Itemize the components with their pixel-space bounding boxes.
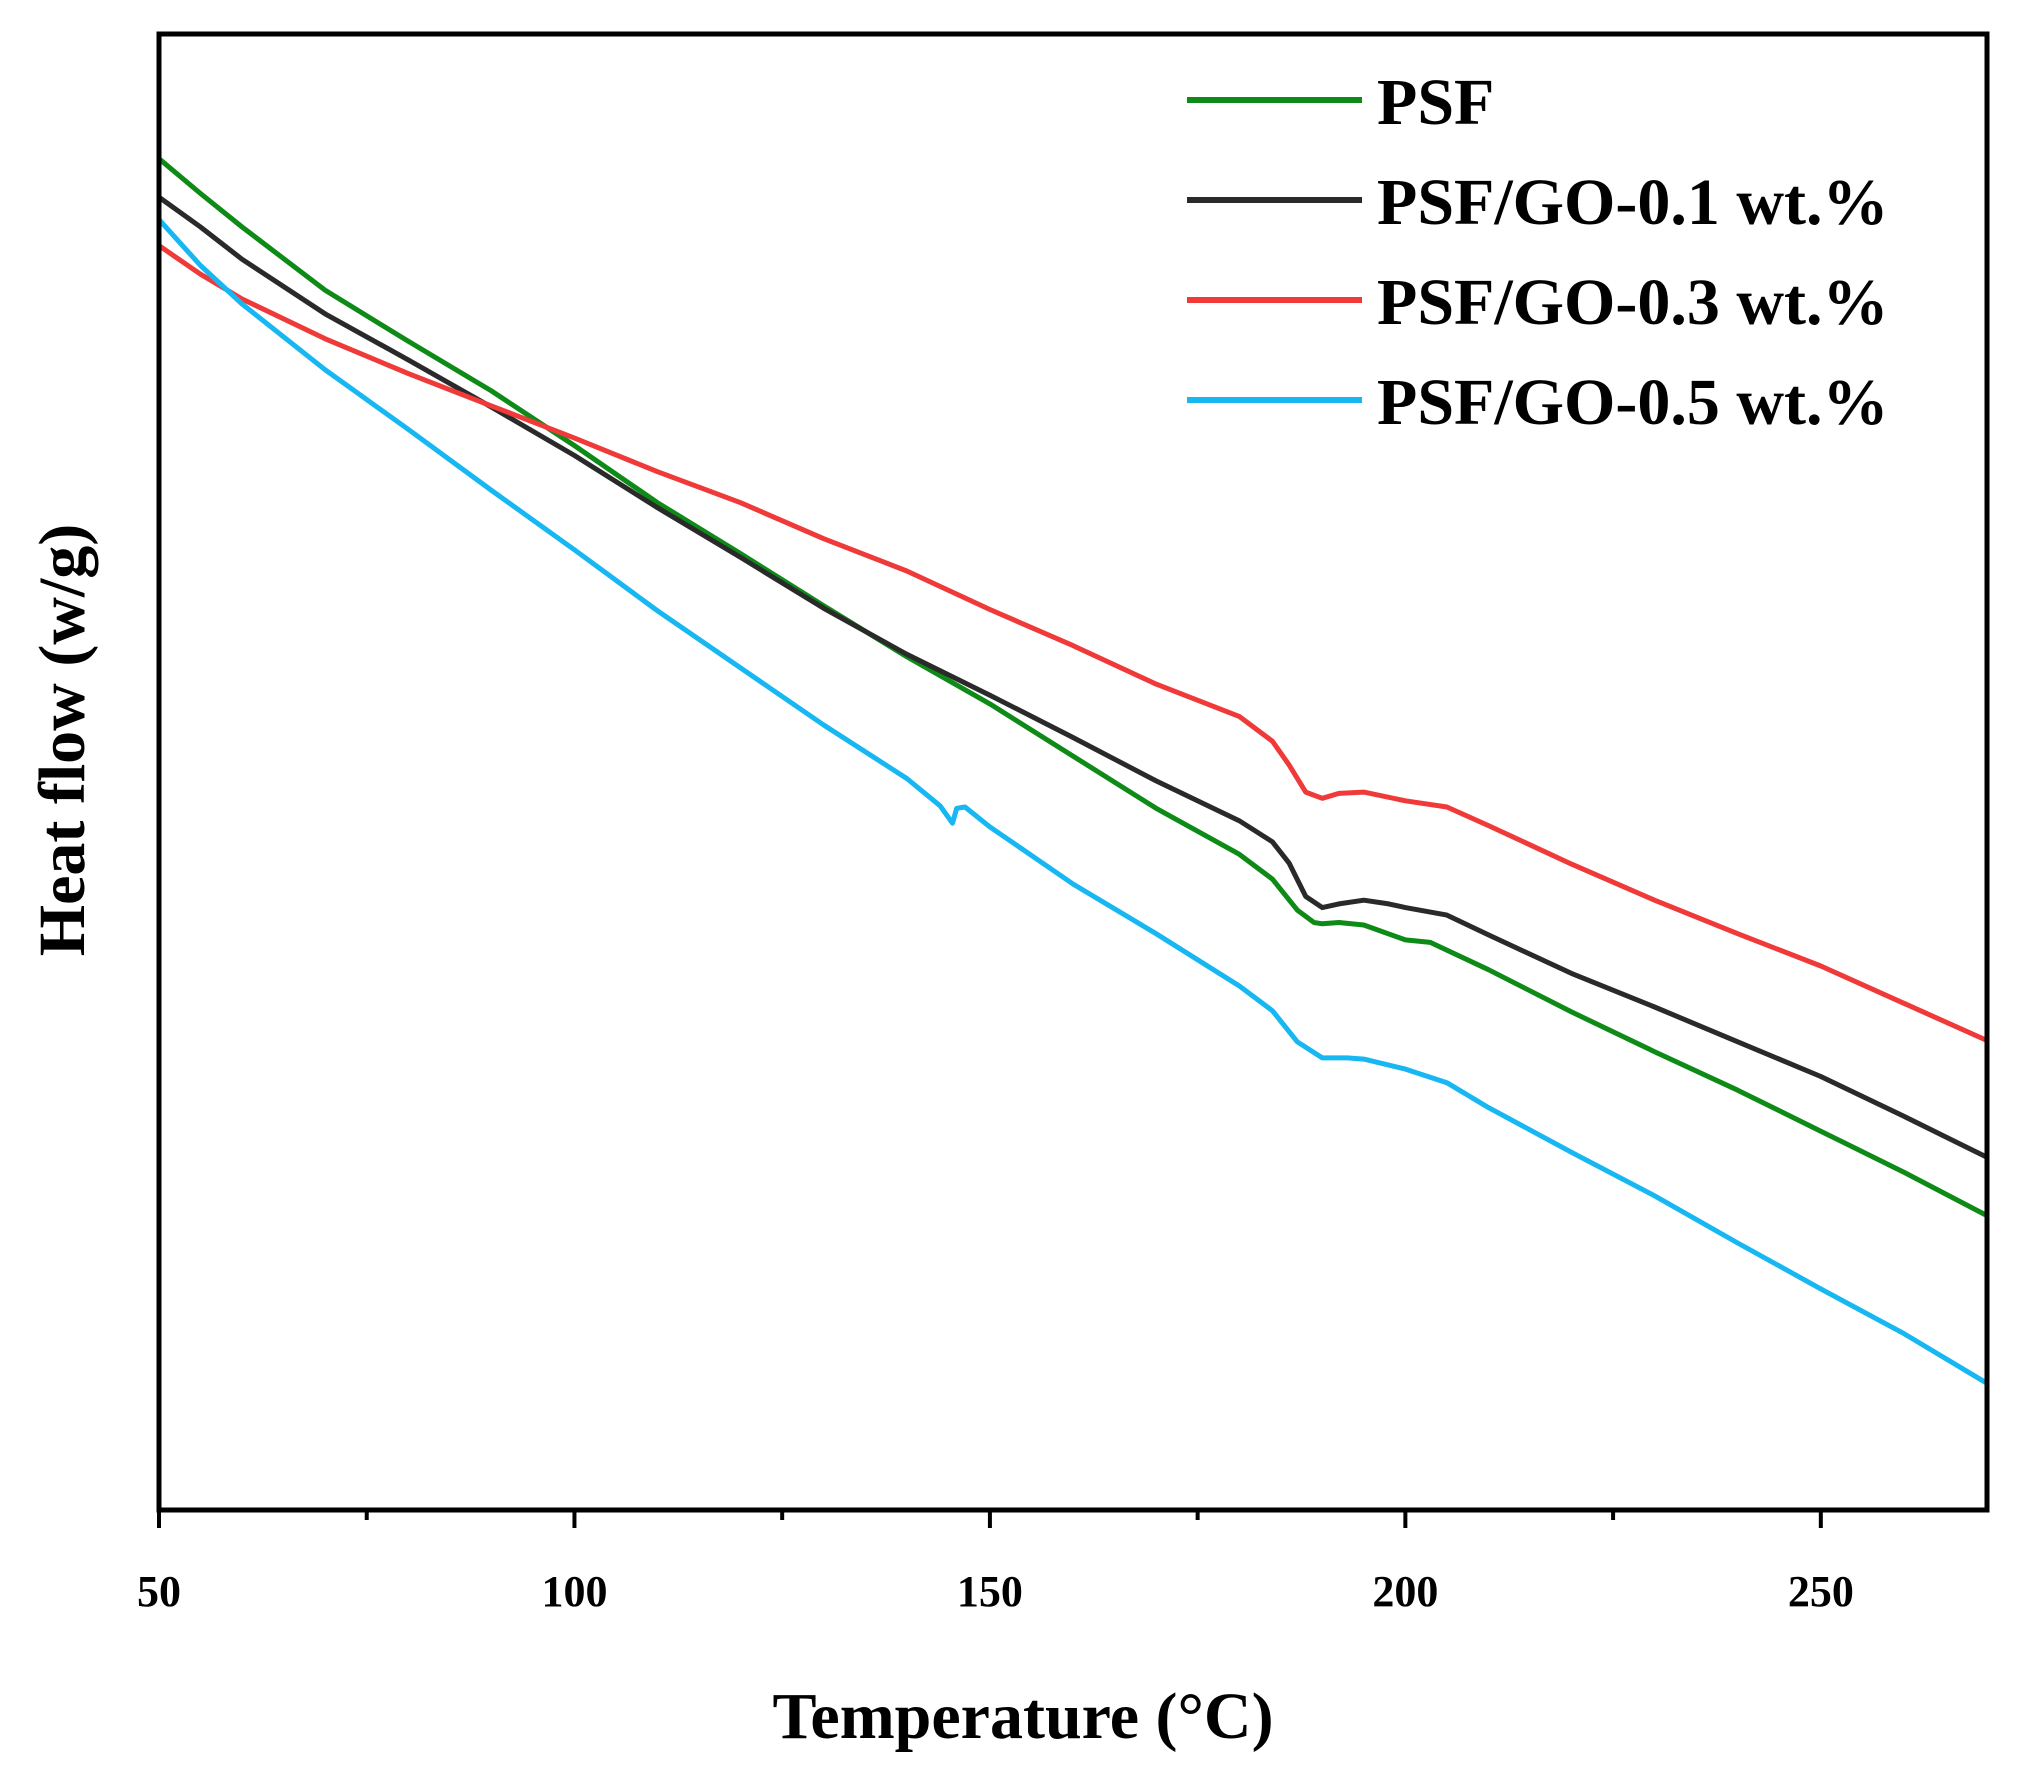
legend-label: PSF/GO-0.5 wt.% xyxy=(1377,366,1888,439)
x-tick-label: 50 xyxy=(137,1567,181,1616)
legend-label: PSF/GO-0.1 wt.% xyxy=(1377,166,1888,239)
legend: PSF PSF/GO-0.1 wt.% PSF/GO-0.3 wt.% PSF/GO-… xyxy=(1187,66,1888,439)
plot-lines xyxy=(157,156,1989,1386)
legend-label: PSF/GO-0.3 wt.% xyxy=(1377,266,1888,339)
series-line-4 xyxy=(157,217,1989,1386)
x-tick-label: 250 xyxy=(1788,1567,1854,1616)
x-tick-label: 100 xyxy=(541,1567,607,1616)
series-line-1 xyxy=(157,156,1989,1218)
series-line-2 xyxy=(157,195,1989,1160)
x-tick-label: 150 xyxy=(957,1567,1023,1616)
x-tick-label: 200 xyxy=(1372,1567,1438,1616)
y-axis-title: Heat flow (w/g) xyxy=(26,524,99,957)
x-axis-title: Temperature (°C) xyxy=(772,1680,1273,1753)
x-axis-ticks xyxy=(157,1510,1823,1528)
plot-frame xyxy=(156,31,1990,1513)
legend-label: PSF xyxy=(1377,66,1494,139)
x-axis-tick-labels: 50 100 150 200 250 xyxy=(137,1567,1854,1616)
series-line-3 xyxy=(157,243,1989,1043)
